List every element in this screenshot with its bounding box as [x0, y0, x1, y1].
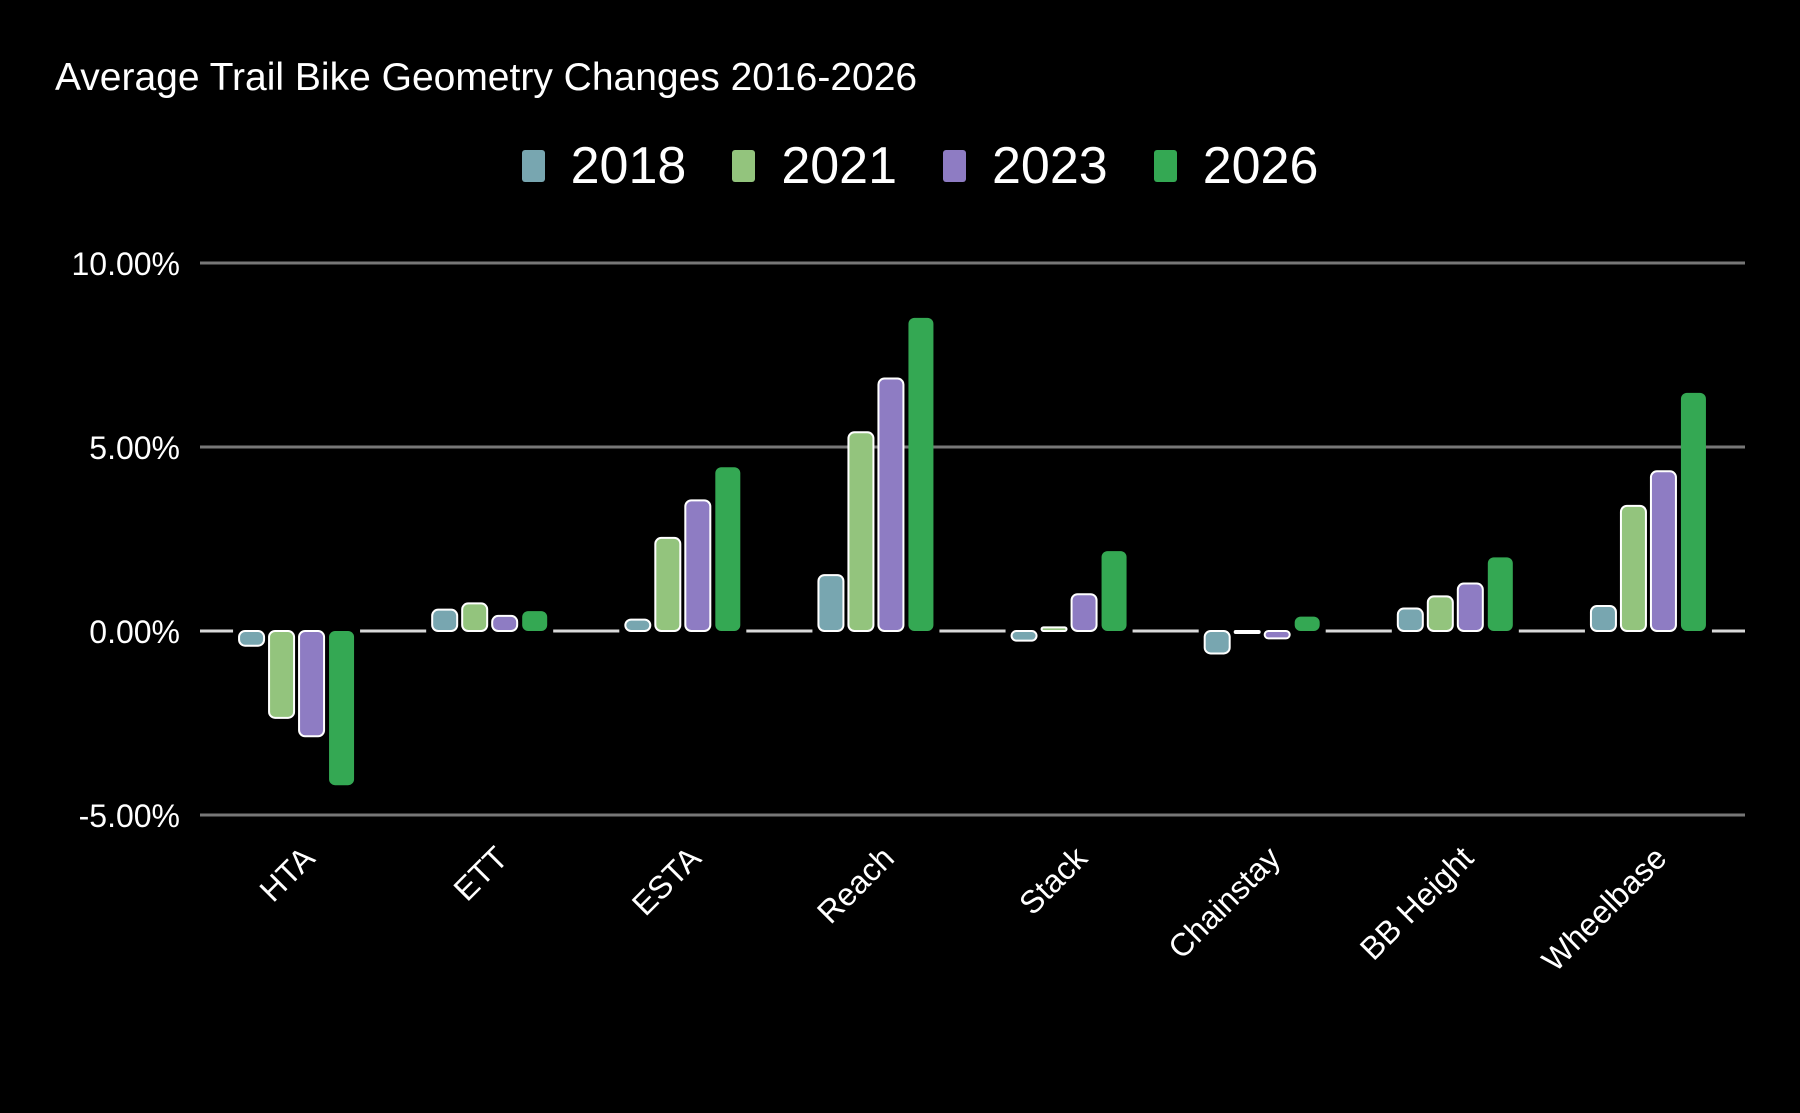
bar-chainstay-2018	[1203, 630, 1231, 655]
bar-group-mask	[1198, 628, 1326, 634]
legend-label: 2026	[1202, 137, 1319, 195]
bar-wheelbase-2021	[1619, 504, 1647, 633]
legend-item-2018: 2018	[521, 137, 687, 195]
bar-bb-height-2021	[1426, 595, 1454, 633]
bar-hta-2023	[298, 630, 326, 738]
bar-group-mask	[619, 628, 747, 634]
legend-item-2021: 2021	[732, 140, 897, 192]
bar-reach-2018	[817, 574, 845, 633]
y-tick-label: 10.00%	[71, 246, 180, 282]
bar-group-mask	[1584, 628, 1712, 634]
bar-wheelbase-2026	[1680, 392, 1706, 631]
bar-group-mask	[426, 628, 554, 634]
bar-stack-2018	[1010, 630, 1038, 642]
legend-item-2023: 2023	[943, 140, 1108, 192]
bar-reach-2026	[908, 317, 934, 631]
y-tick-label: -5.00%	[79, 798, 180, 834]
legend-label: 2023	[992, 137, 1108, 195]
legend-item-2026: 2026	[1153, 137, 1319, 195]
bar-stack-2026	[1101, 551, 1127, 631]
x-tick-label: Reach	[810, 839, 901, 930]
bar-chainstay-2023	[1263, 630, 1291, 640]
x-tick-label: ETT	[446, 839, 514, 907]
legend-label: 2021	[781, 137, 897, 195]
bar-bb-height-2018	[1396, 607, 1424, 633]
y-tick-label: 5.00%	[89, 430, 180, 466]
bar-bb-height-2023	[1456, 582, 1484, 633]
bar-stack-2023	[1070, 593, 1098, 633]
x-tick-label: BB Height	[1353, 839, 1480, 966]
bar-wheelbase-2023	[1649, 470, 1677, 632]
bar-hta-2026	[329, 631, 355, 786]
legend-label: 2018	[570, 137, 687, 195]
bar-chainstay-2021	[1233, 630, 1261, 634]
bar-hta-2018	[238, 630, 266, 647]
bar-esta-2018	[624, 618, 652, 632]
bar-bb-height-2026	[1487, 557, 1513, 631]
bar-esta-2026	[715, 467, 741, 631]
bar-ett-2021	[461, 602, 489, 633]
legend-swatch	[1153, 150, 1177, 182]
legend-swatch	[521, 150, 545, 182]
bar-reach-2021	[847, 431, 875, 632]
bar-ett-2018	[431, 608, 459, 633]
legend: 2018 2021 2023 2026	[0, 140, 1800, 192]
bar-esta-2023	[684, 499, 712, 632]
x-tick-label: HTA	[252, 839, 321, 908]
legend-swatch	[732, 150, 756, 182]
bar-hta-2021	[268, 630, 296, 719]
chart-title: Average Trail Bike Geometry Changes 2016…	[55, 56, 918, 99]
bar-group-mask	[1391, 628, 1519, 634]
bar-ett-2023	[491, 614, 519, 632]
bar-esta-2021	[654, 536, 682, 632]
bar-stack-2021	[1040, 626, 1068, 633]
x-tick-label: ESTA	[625, 839, 708, 922]
bar-reach-2023	[877, 377, 905, 632]
bar-chainstay-2026	[1294, 616, 1320, 631]
x-tick-label: Wheelbase	[1535, 839, 1674, 978]
x-tick-label: Stack	[1012, 839, 1095, 922]
bar-ett-2026	[522, 611, 548, 631]
legend-swatch	[943, 150, 966, 182]
bar-group-mask	[1005, 628, 1133, 634]
bar-group-mask	[812, 628, 940, 634]
bar-wheelbase-2018	[1589, 604, 1617, 633]
x-tick-label: Chainstay	[1161, 839, 1287, 965]
bar-group-mask	[233, 628, 361, 634]
y-tick-label: 0.00%	[89, 614, 180, 650]
